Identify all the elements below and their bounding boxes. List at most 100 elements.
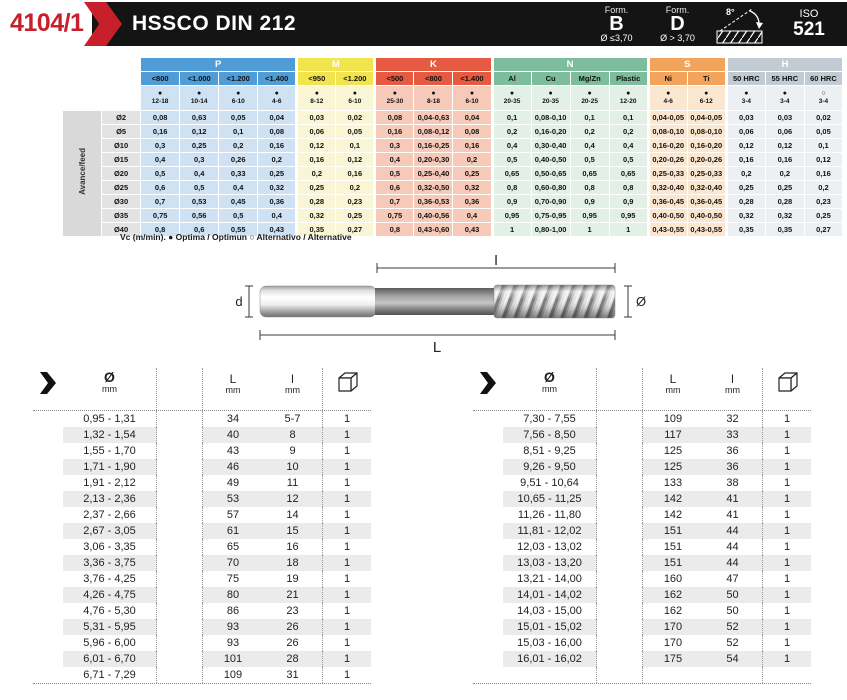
diameter-range: 16,01 - 16,02 — [503, 651, 597, 667]
pack-quantity: 1 — [783, 413, 791, 425]
feed-cell: 0,06 — [725, 124, 766, 139]
size-row: 16,01 - 16,02 175 54 1 — [473, 651, 811, 667]
diameter-range: 13,21 - 14,00 — [503, 571, 597, 587]
row-lead — [33, 651, 63, 667]
chevron-icon — [40, 372, 56, 394]
pack-quantity: 1 — [783, 637, 791, 649]
feed-cell: 0,2 — [257, 152, 299, 167]
form-b-letter: B — [609, 13, 624, 35]
feed-cell: 0,4 — [452, 208, 494, 223]
row-spacer — [157, 459, 203, 475]
feed-cell: 0,16 — [725, 152, 766, 167]
vc-range: 12-20 — [619, 98, 637, 106]
feed-cell: 0,63 — [179, 110, 220, 125]
feed-cell: 0,32 — [257, 180, 299, 195]
length-L-value: 57 — [226, 509, 240, 521]
length-L-value: 109 — [663, 413, 683, 425]
row-lead — [473, 475, 503, 491]
pack-quantity: 1 — [763, 491, 811, 507]
vc-range: 6-10 — [231, 98, 245, 106]
feed-cell: 0,20-0,26 — [686, 152, 728, 167]
feed-cell: 0,9 — [569, 194, 610, 209]
row-lead — [473, 651, 503, 667]
form-b-range: Ø ≤3,70 — [600, 33, 633, 43]
vc-cell: ○ 3-4 — [803, 85, 846, 111]
feed-cell: 0,40-0,50 — [647, 208, 688, 223]
dim-line-L — [259, 330, 616, 340]
length-l-value: 44 — [703, 555, 763, 571]
size-table-body: 7,30 - 7,55 109 32 1 7,56 - 8,50 117 33 1 8,51 -… — [473, 411, 811, 684]
vc-cell: ● 4-6 — [647, 85, 688, 111]
size-row: 3,36 - 3,75 70 18 1 — [33, 555, 371, 571]
size-row: 0,95 - 1,31 34 5-7 1 — [33, 411, 371, 427]
feed-cell: 0,2 — [803, 180, 846, 195]
material-subgroup-header: <1.200 — [335, 71, 377, 86]
size-row: 11,26 - 11,80 142 41 1 — [473, 507, 811, 523]
pack-quantity: 1 — [323, 459, 371, 475]
size-row: 6,01 - 6,70 101 28 1 — [33, 651, 371, 667]
length-L-value: 65 — [226, 541, 240, 553]
feed-cell: 0,12 — [335, 152, 377, 167]
feed-cell: 0,8 — [374, 222, 415, 237]
feed-cell: 0,25-0,33 — [686, 166, 728, 181]
row-lead — [473, 427, 503, 443]
row-lead — [33, 411, 63, 427]
diameter-row-label: Ø20 — [101, 166, 142, 181]
length-l-value: 54 — [703, 651, 763, 667]
row-lead — [473, 571, 503, 587]
feed-cell: 0,4 — [257, 208, 299, 223]
vc-cell: ● 8-12 — [296, 85, 337, 111]
length-l-value: 41 — [703, 507, 763, 523]
diameter-range: 9,26 - 9,50 — [503, 459, 597, 475]
vc-cell: ● 6-12 — [686, 85, 728, 111]
pack-quantity: 1 — [343, 637, 351, 649]
feed-cell: 0,43-0,60 — [413, 222, 454, 237]
optimal-marker-icon: ● — [587, 89, 592, 97]
optimal-marker-icon: ● — [392, 89, 398, 97]
vc-range: 3-4 — [741, 98, 752, 106]
diameter-range: 13,03 - 13,20 — [503, 555, 597, 571]
row-spacer — [157, 571, 203, 587]
feed-cell: 0,95 — [569, 208, 610, 223]
row-lead — [33, 587, 63, 603]
feed-cell: 0,25-0,33 — [647, 166, 688, 181]
pack-quantity: 1 — [763, 555, 811, 571]
feed-cell: 0,03 — [725, 110, 766, 125]
feed-cell: 0,25 — [296, 180, 337, 195]
vc-range: 20-25 — [581, 98, 598, 106]
vc-range: 3-4 — [780, 98, 790, 106]
size-row: 4,26 - 4,75 80 21 1 — [33, 587, 371, 603]
row-spacer — [157, 555, 203, 571]
length-l-value: 52 — [703, 635, 763, 651]
length-l-value: 47 — [703, 571, 763, 587]
feed-cell: 0,1 — [491, 110, 532, 125]
diameter-range: 2,67 - 3,05 — [63, 523, 157, 539]
row-spacer — [597, 411, 643, 427]
pack-quantity: 1 — [343, 477, 351, 489]
feed-cell: 0,16 — [374, 124, 415, 139]
length-l-value: 8 — [263, 427, 323, 443]
material-subgroup-header: <500 — [374, 71, 415, 86]
row-spacer — [597, 587, 643, 603]
length-l-value: 12 — [263, 491, 323, 507]
length-L-value: 34 — [226, 413, 240, 425]
feed-cell: 0,8 — [140, 222, 181, 237]
row-spacer — [597, 603, 643, 619]
row-lead — [33, 443, 63, 459]
feed-cell: 0,5 — [491, 152, 532, 167]
feed-cell: 0,60-0,80 — [530, 180, 571, 195]
feed-cell: 0,65 — [569, 166, 610, 181]
optimal-marker-icon: ● — [744, 89, 749, 97]
row-lead — [473, 587, 503, 603]
row-spacer — [597, 507, 643, 523]
material-subgroup-header: <950 — [296, 71, 337, 86]
row-lead — [33, 475, 63, 491]
vc-cell: ● 25-30 — [374, 85, 415, 111]
pack-quantity: 1 — [783, 605, 791, 617]
table-corner — [62, 57, 141, 111]
material-subgroup-header: <1.200 — [218, 71, 259, 86]
length-L-value — [643, 667, 703, 683]
feed-cell: 0,1 — [335, 138, 377, 153]
feed-cell: 0,25 — [452, 166, 494, 181]
